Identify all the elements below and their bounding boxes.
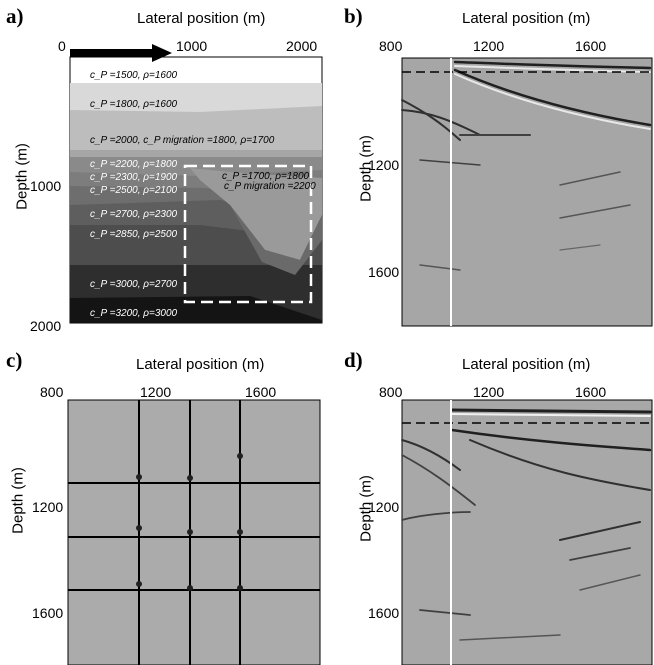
panel-b-x-tick-1600: 1600	[575, 38, 607, 54]
panel-a-label: a)	[6, 4, 24, 28]
panel-a-layer-2: c_P =1800, ρ=1600	[90, 99, 178, 110]
panel-c-y-tick-1600: 1600	[32, 605, 64, 621]
panel-a-x-tick-1000: 1000	[176, 38, 208, 54]
panel-a-layer-7: c_P =2700, ρ=2300	[90, 209, 178, 220]
panel-b-y-tick-1600: 1600	[368, 264, 400, 280]
panel-d-x-tick-1600: 1600	[575, 384, 607, 400]
panel-b-x-tick-1200: 1200	[473, 38, 505, 54]
panel-c-label: c)	[6, 348, 23, 372]
panel-a-salt-label: c_P =1700, ρ=1800	[222, 171, 310, 182]
panel-a-x-tick-0: 0	[58, 38, 66, 54]
panel-d-y-tick-1600: 1600	[368, 605, 400, 621]
panel-a-layer-1: c_P =1500, ρ=1600	[90, 70, 178, 81]
panel-a-layer-4: c_P =2200, ρ=1800	[90, 159, 178, 170]
panel-a-layer-3: c_P =2000, c_P migration =1800, ρ=1700	[90, 135, 275, 146]
panel-a-layer-9: c_P =3000, ρ=2700	[90, 279, 178, 290]
panel-a-layer-5: c_P =2300, ρ=1900	[90, 172, 178, 183]
panel-a-x-tick-2000: 2000	[286, 38, 318, 54]
panel-b-y-tick-1200: 1200	[368, 157, 400, 173]
panel-a-layer-8: c_P =2850, ρ=2500	[90, 229, 178, 240]
panel-c-x-tick-1200: 1200	[140, 384, 172, 400]
panel-a-layer-6: c_P =2500, ρ=2100	[90, 185, 178, 196]
panel-d-x-tick-800: 800	[379, 384, 403, 400]
panel-a-y-tick-1000: 1000	[30, 178, 62, 194]
panel-a-salt-migration-label: c_P migration =2200	[224, 181, 316, 192]
panel-a-layer-10: c_P =3200, ρ=3000	[90, 308, 178, 319]
panel-a-y-tick-2000: 2000	[30, 318, 62, 334]
panel-a-x-title: Lateral position (m)	[137, 10, 266, 27]
panel-c-x-tick-800: 800	[40, 384, 64, 400]
panel-c-x-tick-1600: 1600	[245, 384, 277, 400]
panel-d-x-title: Lateral position (m)	[462, 356, 591, 373]
panel-b-x-title: Lateral position (m)	[462, 10, 591, 27]
panel-c-y-tick-1200: 1200	[32, 499, 64, 515]
panel-d-label: d)	[344, 348, 363, 372]
panel-d-y-tick-1200: 1200	[368, 499, 400, 515]
panel-d-x-tick-1200: 1200	[473, 384, 505, 400]
panel-b-x-tick-800: 800	[379, 38, 403, 54]
panel-c-x-title: Lateral position (m)	[136, 356, 265, 373]
panel-b-label: b)	[344, 4, 363, 28]
